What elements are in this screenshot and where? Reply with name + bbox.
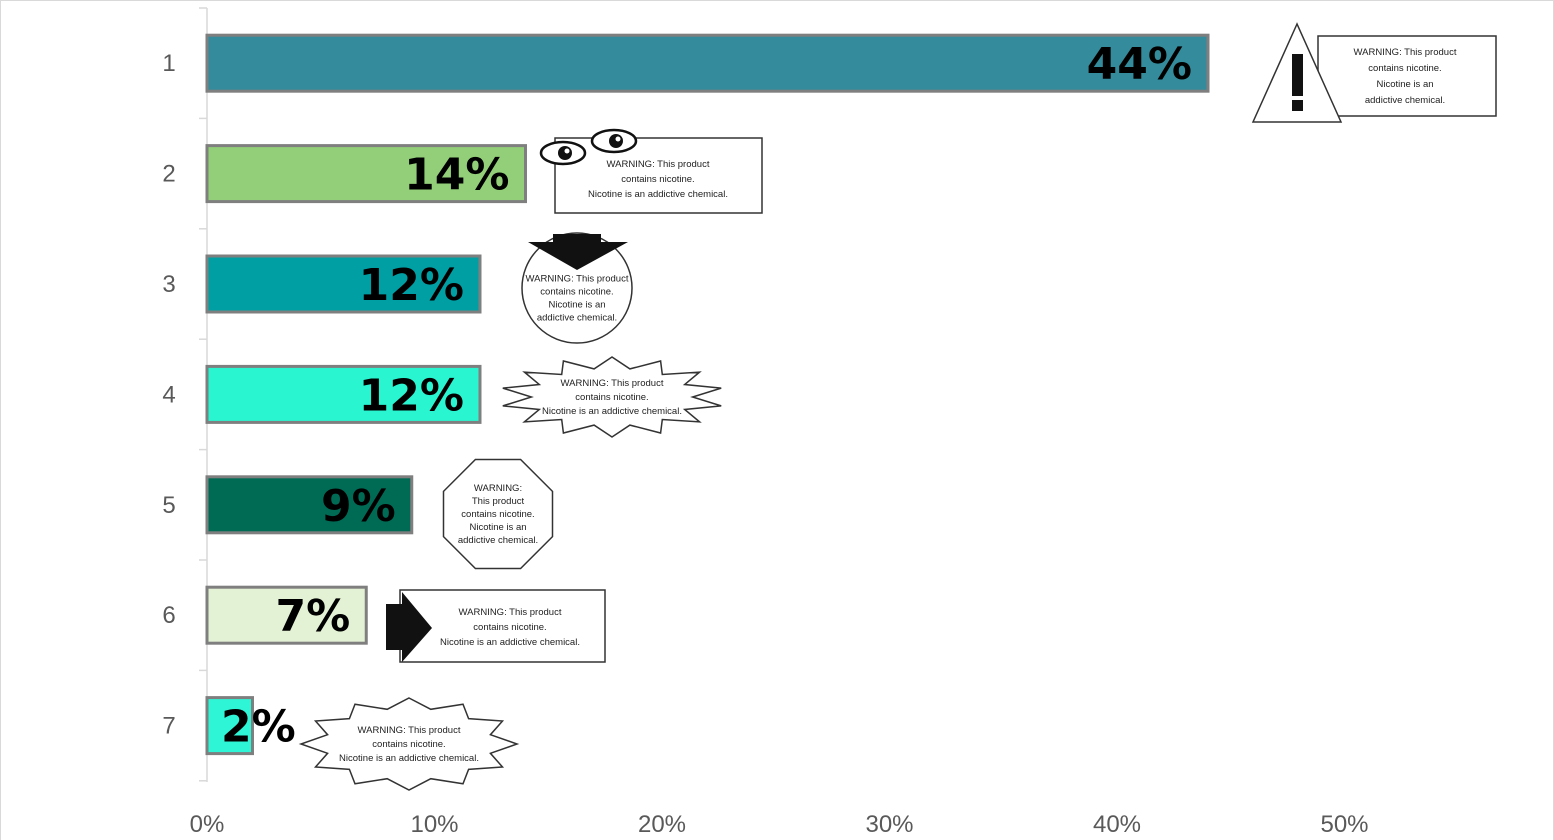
warning-text-line: Nicotine is an addictive chemical.	[339, 753, 479, 764]
x-tick-label: 20%	[638, 811, 686, 838]
warning-text-line: Nicotine is an addictive chemical.	[542, 406, 682, 417]
bar	[205, 696, 254, 756]
category-label: 6	[162, 602, 175, 629]
bar	[205, 585, 368, 645]
warning-text-line: contains nicotine.	[540, 287, 613, 298]
category-label: 5	[162, 492, 175, 519]
warning-text-line: Nicotine is an	[548, 300, 605, 311]
warning-label-3: WARNING: This product contains nicotine. N…	[521, 232, 633, 344]
x-tick-label: 40%	[1093, 811, 1141, 838]
warning-text-line: contains nicotine.	[1368, 63, 1441, 74]
x-tick-label: 30%	[865, 811, 913, 838]
warning-text-line: Nicotine is an addictive chemical.	[588, 189, 728, 200]
warning-box	[1317, 35, 1497, 117]
warning-text-line: addictive chemical.	[537, 313, 617, 324]
warning-text-line: This product	[472, 496, 525, 507]
warning-text-line: WARNING: This product	[459, 607, 562, 618]
data-label: 9%	[321, 481, 396, 532]
warning-text-line: WARNING: This product	[526, 274, 629, 285]
warning-text-line: contains nicotine.	[621, 174, 694, 185]
warning-label-5: WARNING: This product contains nicotine. Ni…	[442, 458, 554, 570]
data-label: 2%	[221, 702, 296, 753]
eyes-icon	[539, 140, 587, 166]
x-tick-label: 10%	[410, 811, 458, 838]
data-label: 44%	[1087, 39, 1192, 90]
warning-text-line: contains nicotine.	[473, 622, 546, 633]
warning-text-line: addictive chemical.	[458, 535, 538, 546]
bar	[205, 254, 482, 314]
warning-text-line: WARNING: This product	[1354, 47, 1457, 58]
eyes-icon	[590, 128, 638, 154]
starburst-icon	[502, 356, 722, 438]
warning-text-line: contains nicotine.	[372, 739, 445, 750]
warning-text-line: Nicotine is an	[469, 522, 526, 533]
category-label: 2	[162, 161, 175, 188]
bar	[205, 144, 527, 204]
warning-circle	[521, 232, 633, 344]
warning-label-7: WARNING: This product contains nicotine. N…	[298, 697, 520, 791]
cloud-burst-icon	[298, 697, 520, 791]
data-label: 7%	[276, 591, 351, 642]
category-label: 1	[162, 50, 175, 77]
warning-label-2: WARNING: This product contains nicotine. N…	[539, 128, 763, 214]
x-tick-label: 0%	[190, 811, 225, 838]
warning-label-layer: WARNING: This product contains nicotine. N…	[298, 22, 1497, 791]
warning-text-line: contains nicotine.	[461, 509, 534, 520]
bar-layer: 44% 14% 12% 12% 9% 7% 2%	[205, 33, 1210, 756]
octagon-icon	[442, 458, 554, 570]
warning-text-line: WARNING:	[474, 483, 522, 494]
axis-layer: 1 2 3 4 5 6 7 0% 10% 20% 30% 40% 50%	[162, 7, 1369, 838]
category-label: 4	[162, 381, 175, 408]
right-arrow-icon	[386, 592, 432, 662]
warning-text-line: addictive chemical.	[1365, 95, 1445, 106]
data-label: 12%	[359, 370, 464, 421]
x-tick-label: 50%	[1320, 811, 1368, 838]
bar	[205, 364, 482, 424]
category-label: 7	[162, 713, 175, 740]
warning-text-line: WARNING: This product	[561, 378, 664, 389]
warning-label-1: WARNING: This product contains nicotine. N…	[1251, 22, 1497, 123]
data-label: 14%	[404, 150, 509, 201]
warning-text-line: Nicotine is an addictive chemical.	[440, 637, 580, 648]
data-label: 12%	[359, 260, 464, 311]
warning-text-line: WARNING: This product	[607, 159, 710, 170]
exclamation-bar	[1292, 54, 1303, 96]
down-arrow-icon	[528, 234, 628, 270]
category-label: 3	[162, 271, 175, 298]
exclamation-dot	[1292, 100, 1303, 111]
warning-label-4: WARNING: This product contains nicotine. N…	[502, 356, 722, 438]
warning-text-line: Nicotine is an	[1376, 79, 1433, 90]
warning-text-line: contains nicotine.	[575, 392, 648, 403]
bar	[205, 475, 414, 535]
bar	[205, 33, 1210, 93]
warning-label-6: WARNING: This product contains nicotine. N…	[386, 589, 606, 663]
warning-box	[554, 137, 763, 214]
warning-text-line: WARNING: This product	[358, 725, 461, 736]
